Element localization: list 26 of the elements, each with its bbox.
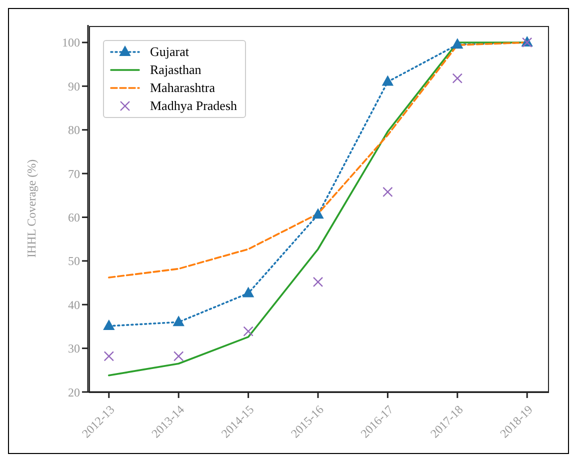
- point: [174, 351, 184, 362]
- y-tick-label: 20: [68, 385, 80, 400]
- legend-label: Maharashtra: [150, 80, 215, 96]
- y-tick-label: 80: [68, 123, 80, 138]
- point: [452, 38, 463, 49]
- point: [452, 73, 462, 84]
- y-tick-label: 70: [68, 166, 80, 181]
- legend-label: Madhya Pradesh: [150, 98, 238, 114]
- y-tick-label: 40: [68, 298, 80, 312]
- y-tick-label: 90: [68, 79, 80, 94]
- point: [243, 326, 254, 336]
- y-tick-label: 60: [68, 210, 80, 224]
- point: [104, 351, 114, 362]
- y-tick-label: 100: [62, 36, 80, 50]
- point: [173, 316, 184, 326]
- y-tick-label: 30: [68, 342, 80, 356]
- point: [242, 287, 254, 298]
- legend-label: Rajasthan: [150, 62, 202, 78]
- point: [382, 76, 394, 86]
- y-axis-title: IHHL Coverage (%): [24, 159, 38, 258]
- point: [312, 276, 324, 287]
- y-tick-label: 50: [68, 254, 80, 268]
- point: [103, 320, 114, 330]
- legend-label: Gujarat: [150, 44, 189, 60]
- point: [312, 208, 324, 219]
- point: [382, 186, 393, 197]
